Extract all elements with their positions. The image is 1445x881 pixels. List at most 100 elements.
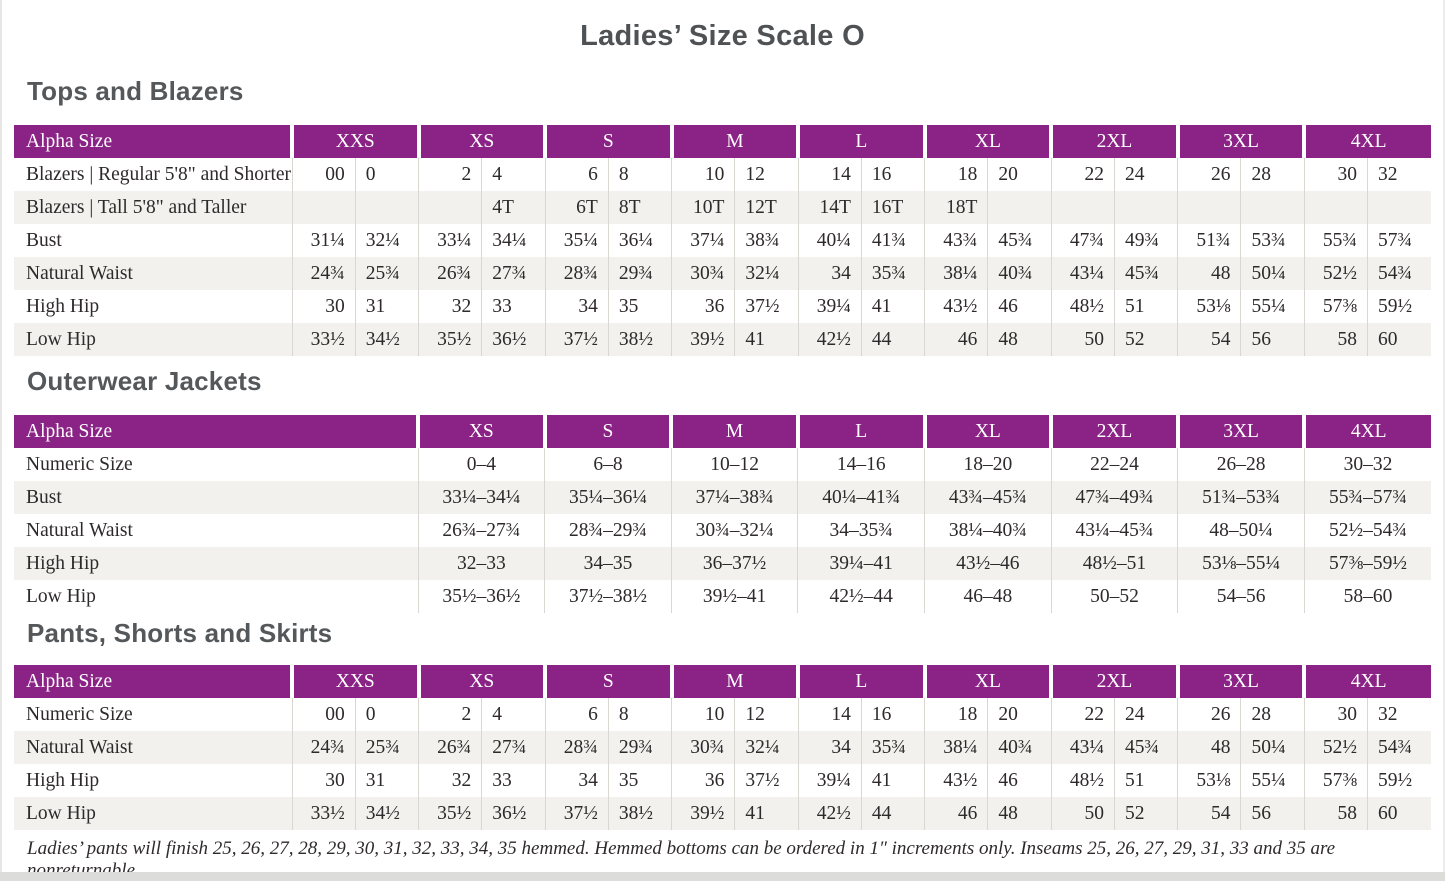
size-cell: 51 xyxy=(1114,764,1179,797)
table-row: Bust 31¼ 32¼ 33¼ 34¼ 35¼ 36¼ 37¼ 38¾ 40¼ 41¾ 43¾ 45¾… xyxy=(14,224,1431,257)
size-cell: 43¼ xyxy=(1051,257,1115,290)
size-header-m: M xyxy=(671,415,800,448)
table-row: Low Hip 35½–36½ 37½–38½ 39½–41 42½–44 46–48 50… xyxy=(14,580,1431,613)
size-cell: 22–24 xyxy=(1051,448,1179,481)
size-cell: 29¾ xyxy=(608,257,673,290)
size-cell: 52½–54¾ xyxy=(1304,514,1431,547)
size-cell: 57⅜ xyxy=(1304,764,1369,797)
size-cell: 44 xyxy=(861,323,926,356)
size-cell: 14 xyxy=(798,698,862,731)
size-cell: 41¾ xyxy=(861,224,926,257)
size-cell: 00 xyxy=(292,158,356,191)
table-row: High Hip 30 31 32 33 34 35 36 37½ 39¼ 41 43½ 46 48½ 51… xyxy=(14,290,1431,323)
size-cell xyxy=(355,191,420,224)
size-cell: 34¼ xyxy=(481,224,546,257)
size-cell: 60 xyxy=(1367,323,1431,356)
size-header-xxs: XXS xyxy=(292,125,421,158)
alpha-size-header: Alpha Size xyxy=(14,415,420,448)
size-cell: 32–33 xyxy=(418,547,546,580)
size-cell: 37¼ xyxy=(671,224,736,257)
size-cell: 52½ xyxy=(1304,731,1369,764)
size-cell: 16T xyxy=(861,191,926,224)
row-label: Natural Waist xyxy=(14,731,293,764)
size-cell: 4 xyxy=(481,698,546,731)
size-cell: 32¼ xyxy=(734,731,799,764)
size-header-xs: XS xyxy=(418,415,547,448)
size-cell: 8T xyxy=(608,191,673,224)
size-cell: 48 xyxy=(987,323,1052,356)
table-row: Low Hip 33½ 34½ 35½ 36½ 37½ 38½ 39½ 41 42½ 44 46 48 5… xyxy=(14,323,1431,356)
table-row: Blazers | Tall 5'8" and Taller 4T 6T 8T 10T 1… xyxy=(14,191,1431,224)
size-header-l: L xyxy=(797,415,927,448)
size-cell: 33½ xyxy=(292,797,356,830)
size-cell: 38¾ xyxy=(734,224,799,257)
size-cell: 54 xyxy=(1177,797,1242,830)
size-cell: 55¾–57¾ xyxy=(1304,481,1431,514)
size-cell: 35½–36½ xyxy=(418,580,546,613)
section-title-outerwear-jackets: Outerwear Jackets xyxy=(27,366,262,396)
size-cell: 12 xyxy=(734,698,799,731)
size-cell: 32¼ xyxy=(734,257,799,290)
size-cell: 35¾ xyxy=(861,257,926,290)
size-cell: 43½ xyxy=(924,290,989,323)
size-cell: 55¼ xyxy=(1240,764,1305,797)
size-cell: 48½ xyxy=(1051,764,1115,797)
size-cell: 60 xyxy=(1367,797,1431,830)
row-label: Natural Waist xyxy=(14,257,293,290)
size-cell: 50¼ xyxy=(1240,257,1305,290)
row-label: Low Hip xyxy=(14,797,293,830)
size-cell: 48–50¼ xyxy=(1177,514,1305,547)
size-cell: 30 xyxy=(292,764,356,797)
size-cell: 37¼–38¾ xyxy=(671,481,799,514)
header-row: Alpha Size XXS XS S M L XL 2XL 3XL 4XL xyxy=(14,125,1431,158)
size-cell: 0 xyxy=(355,698,420,731)
tops-and-blazers-table: Alpha Size XXS XS S M L XL 2XL 3XL 4XL Blazers | R… xyxy=(14,125,1431,356)
size-cell: 53⅛ xyxy=(1177,764,1242,797)
size-header-4xl: 4XL xyxy=(1304,415,1431,448)
row-label: Natural Waist xyxy=(14,514,419,547)
size-cell: 33 xyxy=(481,764,546,797)
size-cell: 58 xyxy=(1304,323,1369,356)
size-header-xs: XS xyxy=(418,125,548,158)
size-cell: 18 xyxy=(924,158,989,191)
size-cell: 25¾ xyxy=(355,731,420,764)
size-cell: 16 xyxy=(861,158,926,191)
size-cell: 30 xyxy=(1304,698,1369,731)
size-cell: 54¾ xyxy=(1367,731,1431,764)
size-cell: 43¼ xyxy=(1051,731,1115,764)
size-cell: 42½ xyxy=(798,323,862,356)
size-cell: 26¾–27¾ xyxy=(418,514,546,547)
size-cell: 30¾–32¼ xyxy=(671,514,799,547)
size-cell: 55¾ xyxy=(1304,224,1369,257)
size-cell: 39¼ xyxy=(798,764,862,797)
size-header-s: S xyxy=(544,415,674,448)
row-label: Numeric Size xyxy=(14,448,419,481)
page-title: Ladies’ Size Scale O xyxy=(580,20,865,52)
table-row: Natural Waist 24¾ 25¾ 26¾ 27¾ 28¾ 29¾ 30¾ 32¼ 34 3… xyxy=(14,257,1431,290)
size-cell: 37½ xyxy=(734,764,799,797)
size-cell: 8 xyxy=(608,158,673,191)
size-cell: 33½ xyxy=(292,323,356,356)
size-cell: 41 xyxy=(861,764,926,797)
size-cell: 43½ xyxy=(924,764,989,797)
size-cell: 34–35 xyxy=(544,547,672,580)
outerwear-jackets-table: Alpha Size XS S M L XL 2XL 3XL 4XL Numeric Size 0–… xyxy=(14,415,1431,613)
size-cell: 57⅜–59½ xyxy=(1304,547,1431,580)
size-cell: 32 xyxy=(1367,698,1431,731)
size-cell: 34 xyxy=(798,731,862,764)
size-header-3xl: 3XL xyxy=(1177,665,1307,698)
size-cell: 30¾ xyxy=(671,257,736,290)
size-cell: 36½ xyxy=(481,323,546,356)
size-cell xyxy=(1114,191,1179,224)
size-cell: 30 xyxy=(1304,158,1369,191)
size-cell: 32 xyxy=(1367,158,1431,191)
size-cell: 40¾ xyxy=(987,257,1052,290)
table-row: Low Hip 33½ 34½ 35½ 36½ 37½ 38½ 39½ 41 42½ 44 46 48 5… xyxy=(14,797,1431,830)
size-cell: 46 xyxy=(924,797,989,830)
size-cell: 24 xyxy=(1114,698,1179,731)
row-label: High Hip xyxy=(14,547,419,580)
size-cell: 45¾ xyxy=(987,224,1052,257)
size-cell: 52½ xyxy=(1304,257,1369,290)
size-cell: 36½ xyxy=(481,797,546,830)
